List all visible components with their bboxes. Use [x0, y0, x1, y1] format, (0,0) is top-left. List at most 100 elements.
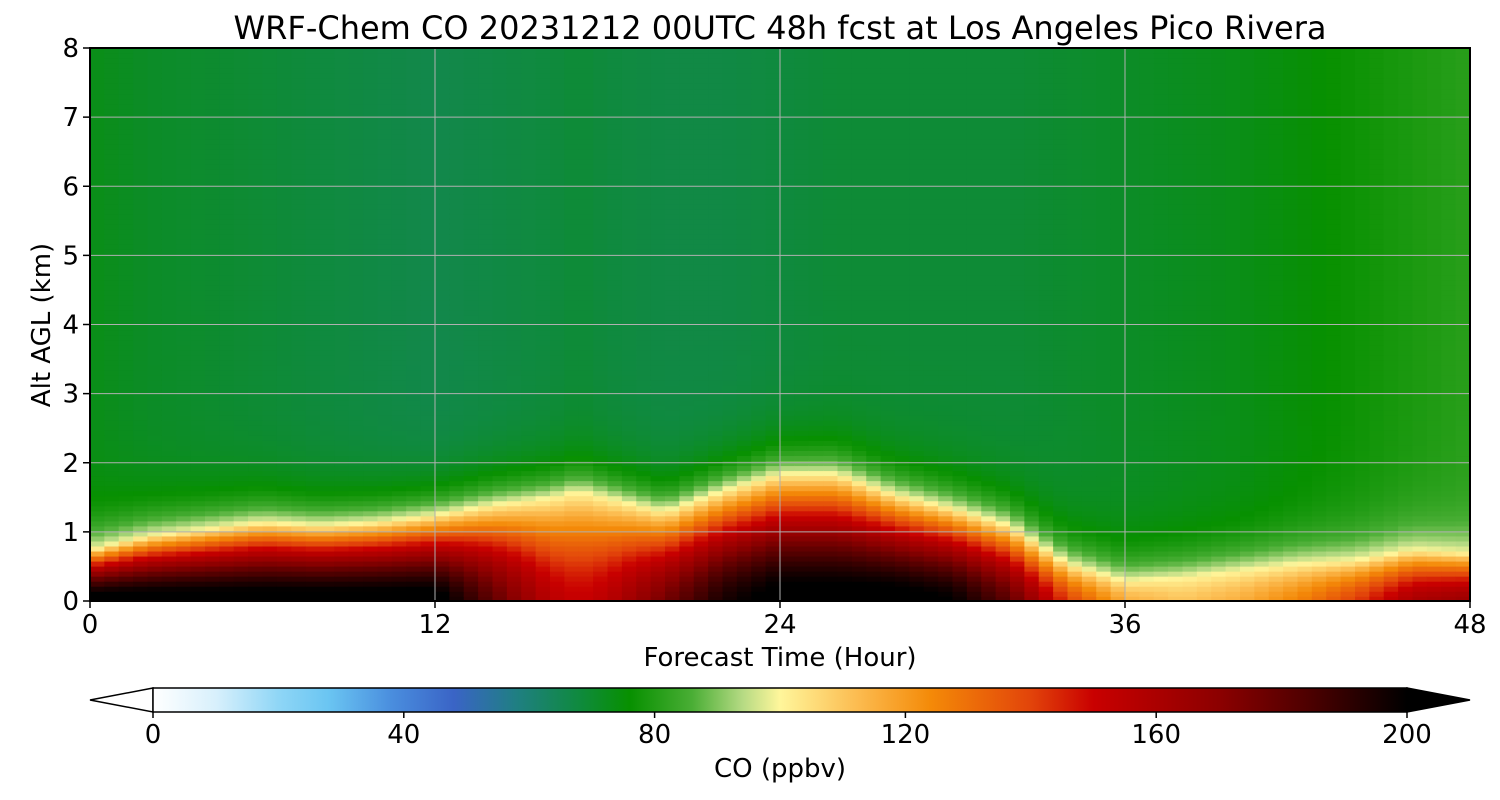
- field-cell: [607, 98, 623, 105]
- field-cell: [391, 138, 408, 145]
- field-cell: [665, 515, 681, 522]
- field-cell: [593, 68, 609, 74]
- field-cell: [305, 550, 321, 557]
- field-cell: [722, 525, 738, 532]
- field-cell: [248, 118, 264, 125]
- field-cell: [463, 218, 479, 225]
- field-cell: [693, 550, 709, 557]
- field-cell: [607, 113, 623, 120]
- field-cell: [578, 445, 594, 451]
- field-cell: [291, 450, 307, 457]
- field-cell: [248, 98, 264, 105]
- field-cell: [147, 274, 163, 281]
- field-cell: [363, 98, 379, 105]
- field-cell: [147, 510, 163, 517]
- field-cell: [219, 223, 235, 230]
- field-cell: [406, 399, 422, 406]
- field-cell: [305, 279, 321, 286]
- field-cell: [161, 244, 178, 250]
- field-cell: [219, 359, 235, 366]
- field-cell: [736, 585, 753, 592]
- field-cell: [291, 555, 307, 562]
- field-cell: [722, 485, 738, 492]
- field-cell: [305, 68, 321, 74]
- field-cell: [90, 364, 106, 371]
- field-cell: [262, 595, 278, 601]
- field-cell: [118, 299, 134, 306]
- field-cell: [205, 173, 221, 180]
- field-cell: [478, 384, 494, 391]
- field-cell: [679, 143, 695, 150]
- field-cell: [320, 349, 336, 356]
- field-cell: [665, 274, 681, 281]
- field-cell: [233, 339, 249, 346]
- field-cell: [205, 83, 221, 90]
- field-cell: [693, 68, 709, 74]
- field-cell: [363, 168, 379, 175]
- field-cell: [506, 339, 523, 346]
- field-cell: [420, 133, 436, 140]
- field-cell: [693, 223, 709, 230]
- field-cell: [550, 530, 566, 537]
- field-cell: [147, 228, 163, 235]
- field-cell: [161, 249, 178, 255]
- field-cell: [118, 254, 134, 260]
- field-cell: [679, 455, 695, 462]
- field-cell: [550, 435, 566, 441]
- field-cell: [492, 555, 508, 562]
- field-cell: [621, 550, 638, 557]
- field-cell: [248, 259, 264, 265]
- field-cell: [90, 103, 106, 110]
- field-cell: [650, 143, 666, 150]
- field-cell: [104, 304, 120, 311]
- field-cell: [205, 203, 221, 210]
- field-cell: [348, 595, 364, 601]
- field-cell: [708, 545, 724, 552]
- field-cell: [205, 465, 221, 472]
- field-cell: [679, 239, 695, 245]
- field-cell: [133, 279, 149, 286]
- field-cell: [305, 450, 321, 457]
- field-cell: [262, 234, 278, 240]
- field-cell: [118, 249, 134, 255]
- field-cell: [133, 399, 149, 406]
- field-cell: [147, 193, 163, 200]
- field-cell: [233, 314, 249, 321]
- field-cell: [391, 344, 408, 351]
- field-cell: [650, 369, 666, 376]
- field-cell: [722, 218, 738, 225]
- field-cell: [305, 128, 321, 135]
- field-cell: [693, 450, 709, 457]
- field-cell: [161, 450, 178, 457]
- field-cell: [348, 138, 364, 145]
- field-cell: [550, 585, 566, 592]
- field-cell: [449, 98, 465, 105]
- field-cell: [650, 158, 666, 165]
- field-cell: [679, 485, 695, 492]
- field-cell: [607, 490, 623, 497]
- field-cell: [118, 269, 134, 276]
- field-cell: [377, 430, 393, 436]
- field-cell: [348, 425, 364, 431]
- field-cell: [665, 173, 681, 180]
- field-cell: [708, 324, 724, 331]
- field-cell: [506, 284, 523, 291]
- field-cell: [463, 334, 479, 341]
- field-cell: [449, 78, 465, 84]
- field-cell: [435, 475, 451, 482]
- field-cell: [650, 565, 666, 572]
- field-cell: [377, 550, 393, 557]
- field-cell: [262, 228, 278, 235]
- field-cell: [650, 435, 666, 441]
- field-cell: [291, 420, 307, 426]
- field-cell: [219, 138, 235, 145]
- field-cell: [535, 58, 551, 64]
- field-cell: [564, 289, 580, 296]
- field-cell: [406, 53, 422, 59]
- field-cell: [463, 480, 479, 487]
- field-cell: [478, 490, 494, 497]
- field-cell: [391, 354, 408, 361]
- field-cell: [276, 254, 293, 260]
- field-cell: [391, 88, 408, 95]
- field-cell: [708, 349, 724, 356]
